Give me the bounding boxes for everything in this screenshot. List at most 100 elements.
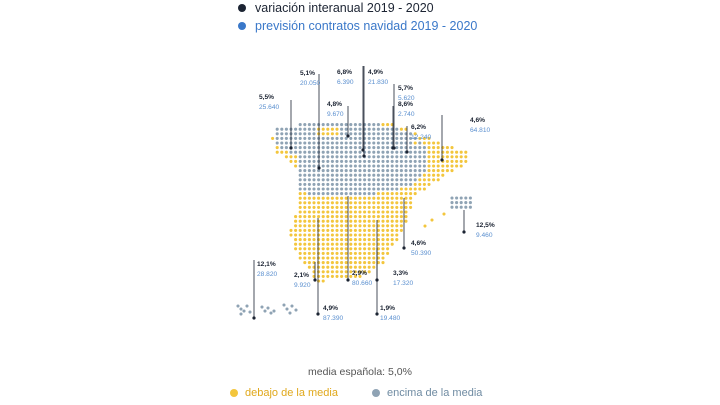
- leader-pin-cantabria: [346, 134, 350, 138]
- map-dot: [367, 192, 371, 196]
- map-dot: [390, 242, 394, 246]
- map-dot: [349, 270, 353, 274]
- map-dot: [326, 265, 330, 269]
- map-dot: [321, 261, 325, 265]
- map-dot: [303, 182, 307, 186]
- map-dot: [335, 270, 339, 274]
- map-dot: [312, 238, 316, 242]
- map-dot: [326, 169, 330, 173]
- map-dot: [326, 136, 330, 140]
- map-dot: [284, 146, 288, 150]
- map-dot: [303, 247, 307, 251]
- map-dot: [326, 201, 330, 205]
- map-dot: [376, 146, 380, 150]
- map-dot: [303, 164, 307, 168]
- map-dot: [353, 242, 357, 246]
- map-dot: [372, 136, 376, 140]
- map-dot: [303, 169, 307, 173]
- map-dot: [372, 141, 376, 145]
- map-dot: [381, 224, 385, 228]
- map-dot: [395, 136, 399, 140]
- map-dot: [395, 219, 399, 223]
- map-dot: [340, 141, 344, 145]
- map-dot: [312, 159, 316, 163]
- map-dot: [330, 196, 334, 200]
- map-dot: [321, 159, 325, 163]
- map-dot: [372, 247, 376, 251]
- map-dot: [344, 187, 348, 191]
- map-dot: [298, 159, 302, 163]
- map-dot: [353, 265, 357, 269]
- map-dot: [294, 224, 298, 228]
- map-dot: [353, 150, 357, 154]
- map-dot: [358, 196, 362, 200]
- map-dot: [326, 182, 330, 186]
- map-dot: [363, 251, 367, 255]
- map-dot: [386, 123, 390, 127]
- map-dot: [413, 159, 417, 163]
- map-dot: [330, 224, 334, 228]
- map-dot: [317, 196, 321, 200]
- map-dot: [349, 196, 353, 200]
- map-dot: [372, 150, 376, 154]
- map-dot: [404, 155, 408, 159]
- leader-pin-valencia: [402, 246, 406, 250]
- forecast-legend-dot: [238, 22, 246, 30]
- map-dot: [321, 251, 325, 255]
- map-dot: [353, 247, 357, 251]
- map-dot: [312, 251, 316, 255]
- map-dot: [303, 132, 307, 136]
- map-dot: [307, 233, 311, 237]
- map-dot: [335, 224, 339, 228]
- map-dot: [409, 150, 413, 154]
- map-dot: [303, 187, 307, 191]
- map-dot: [312, 173, 316, 177]
- map-dot: [236, 304, 240, 308]
- map-dot: [353, 205, 357, 209]
- map-dot: [330, 178, 334, 182]
- map-dot: [395, 192, 399, 196]
- map-dot: [386, 169, 390, 173]
- pct-label-pais-vasco: 6,8%: [337, 69, 352, 76]
- map-dot: [404, 187, 408, 191]
- map-dot: [353, 196, 357, 200]
- map-dot: [386, 224, 390, 228]
- variation-legend-label: variación interanual 2019 - 2020: [255, 1, 434, 15]
- map-dot: [386, 155, 390, 159]
- map-dot: [358, 219, 362, 223]
- map-dot: [344, 127, 348, 131]
- map-dot: [303, 146, 307, 150]
- map-dot: [404, 192, 408, 196]
- map-dot: [312, 247, 316, 251]
- map-dot: [399, 196, 403, 200]
- pct-label-madrid: 2,9%: [352, 270, 367, 277]
- map-dot: [335, 169, 339, 173]
- map-dot: [358, 182, 362, 186]
- map-dot: [349, 132, 353, 136]
- map-dot: [418, 169, 422, 173]
- map-dot: [409, 187, 413, 191]
- map-dot: [294, 141, 298, 145]
- pct-label-murcia: 1,9%: [380, 305, 395, 312]
- map-dot: [298, 155, 302, 159]
- map-dot: [358, 127, 362, 131]
- map-dot: [390, 173, 394, 177]
- map-dot: [340, 132, 344, 136]
- map-dot: [418, 173, 422, 177]
- map-dot: [269, 311, 273, 315]
- map-dot: [363, 224, 367, 228]
- map-dot: [436, 155, 440, 159]
- map-dot: [321, 150, 325, 154]
- map-dot: [298, 256, 302, 260]
- map-dot: [358, 233, 362, 237]
- map-dot: [344, 132, 348, 136]
- map-dot: [289, 233, 293, 237]
- map-dot: [358, 169, 362, 173]
- map-dot: [326, 233, 330, 237]
- map-dot: [303, 159, 307, 163]
- map-dot: [372, 187, 376, 191]
- map-dot: [349, 210, 353, 214]
- map-dot: [399, 205, 403, 209]
- map-dot: [399, 136, 403, 140]
